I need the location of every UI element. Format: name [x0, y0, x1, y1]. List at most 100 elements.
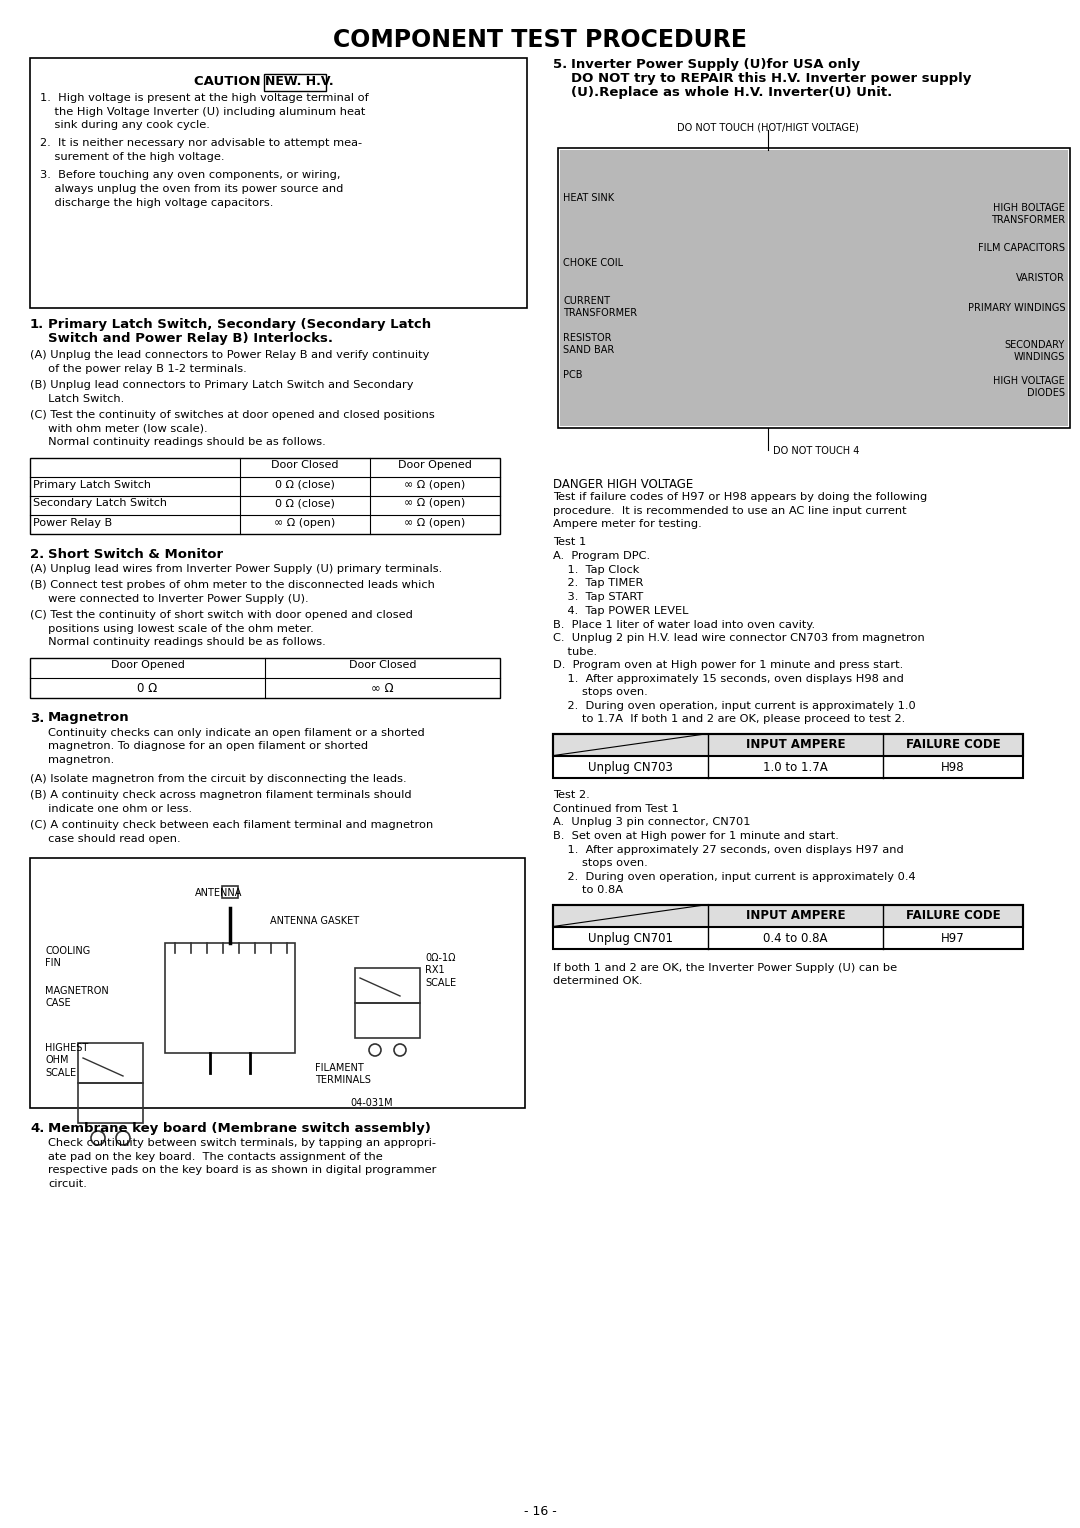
Bar — [78, 1044, 143, 1083]
Text: Magnetron: Magnetron — [48, 712, 130, 724]
Bar — [30, 58, 527, 309]
Text: Door Closed: Door Closed — [271, 460, 339, 471]
Text: Membrane key board (Membrane switch assembly): Membrane key board (Membrane switch asse… — [48, 1122, 431, 1135]
Text: INPUT AMPERE: INPUT AMPERE — [746, 738, 846, 750]
Text: (C) Test the continuity of short switch with door opened and closed
     positio: (C) Test the continuity of short switch … — [30, 610, 413, 648]
Bar — [553, 733, 1023, 778]
Text: C.  Unplug 2 pin H.V. lead wire connector CN703 from magnetron
    tube.: C. Unplug 2 pin H.V. lead wire connector… — [553, 633, 924, 657]
Bar — [30, 859, 525, 1108]
Text: NEW. H.V.: NEW. H.V. — [265, 75, 334, 89]
Text: (C) A continuity check between each filament terminal and magnetron
     case sh: (C) A continuity check between each fila… — [30, 821, 433, 843]
Text: FILAMENT
TERMINALS: FILAMENT TERMINALS — [315, 1063, 370, 1085]
Text: Door Opened: Door Opened — [399, 460, 472, 471]
Text: Continuity checks can only indicate an open filament or a shorted
magnetron. To : Continuity checks can only indicate an o… — [48, 727, 424, 764]
Text: (B) Connect test probes of ohm meter to the disconnected leads which
     were c: (B) Connect test probes of ohm meter to … — [30, 581, 435, 604]
Text: 0 Ω (close): 0 Ω (close) — [275, 498, 335, 509]
Text: Inverter Power Supply (U)for USA only: Inverter Power Supply (U)for USA only — [571, 58, 860, 70]
Text: DO NOT TOUCH (HOT/HIGT VOLTAGE): DO NOT TOUCH (HOT/HIGT VOLTAGE) — [677, 122, 859, 131]
Text: Switch and Power Relay B) Interlocks.: Switch and Power Relay B) Interlocks. — [48, 332, 333, 345]
Text: 1.  Tap Clock: 1. Tap Clock — [553, 565, 639, 575]
Bar — [30, 657, 500, 697]
Text: DANGER HIGH VOLTAGE: DANGER HIGH VOLTAGE — [553, 478, 693, 490]
Text: FAILURE CODE: FAILURE CODE — [906, 738, 1000, 750]
Bar — [355, 969, 420, 1002]
Text: FILM CAPACITORS: FILM CAPACITORS — [978, 243, 1065, 254]
Text: - 16 -: - 16 - — [524, 1505, 556, 1517]
Text: Check continuity between switch terminals, by tapping an appropri-
ate pad on th: Check continuity between switch terminal… — [48, 1138, 436, 1189]
Text: 1.: 1. — [30, 318, 44, 332]
Bar — [165, 943, 295, 1053]
Text: CURRENT
TRANSFORMER: CURRENT TRANSFORMER — [563, 296, 637, 318]
Text: Continued from Test 1: Continued from Test 1 — [553, 804, 678, 813]
Bar — [78, 1083, 143, 1123]
Text: Door Closed: Door Closed — [349, 660, 416, 671]
Text: B.  Place 1 liter of water load into oven cavity.: B. Place 1 liter of water load into oven… — [553, 619, 815, 630]
Text: PCB: PCB — [563, 370, 582, 380]
Bar — [355, 1002, 420, 1038]
Text: (A) Unplug the lead connectors to Power Relay B and verify continuity
     of th: (A) Unplug the lead connectors to Power … — [30, 350, 430, 374]
Bar — [30, 457, 500, 533]
Text: 2.  It is neither necessary nor advisable to attempt mea-
    surement of the hi: 2. It is neither necessary nor advisable… — [40, 139, 362, 162]
Text: (C) Test the continuity of switches at door opened and closed positions
     wit: (C) Test the continuity of switches at d… — [30, 410, 435, 448]
Text: 1.  After approximately 15 seconds, oven displays H98 and
        stops oven.: 1. After approximately 15 seconds, oven … — [553, 674, 904, 697]
Text: COOLING
FIN: COOLING FIN — [45, 946, 91, 969]
Text: DO NOT try to REPAIR this H.V. Inverter power supply: DO NOT try to REPAIR this H.V. Inverter … — [571, 72, 971, 86]
Text: Power Relay B: Power Relay B — [33, 518, 112, 527]
Text: 3.  Tap START: 3. Tap START — [553, 593, 644, 602]
Text: ANTENNA GASKET: ANTENNA GASKET — [270, 915, 360, 926]
Text: 4.  Tap POWER LEVEL: 4. Tap POWER LEVEL — [553, 605, 688, 616]
Text: 1.  High voltage is present at the high voltage terminal of
    the High Voltage: 1. High voltage is present at the high v… — [40, 93, 368, 130]
Text: CHOKE COIL: CHOKE COIL — [563, 258, 623, 267]
Text: 3.: 3. — [30, 712, 44, 724]
Text: COMPONENT TEST PROCEDURE: COMPONENT TEST PROCEDURE — [333, 28, 747, 52]
Text: 2.: 2. — [30, 547, 44, 561]
Text: 0Ω-1Ω
RX1
SCALE: 0Ω-1Ω RX1 SCALE — [426, 953, 456, 987]
Text: Test 1: Test 1 — [553, 536, 586, 547]
Text: MAGNETRON
CASE: MAGNETRON CASE — [45, 986, 109, 1008]
Bar — [553, 905, 1023, 949]
Text: 5.: 5. — [553, 58, 567, 70]
Text: INPUT AMPERE: INPUT AMPERE — [746, 909, 846, 921]
Text: A.  Program DPC.: A. Program DPC. — [553, 552, 650, 561]
Text: 2.  During oven operation, input current is approximately 0.4
        to 0.8A: 2. During oven operation, input current … — [553, 871, 916, 895]
Text: Primary Latch Switch: Primary Latch Switch — [33, 480, 151, 489]
Text: RESISTOR
SAND BAR: RESISTOR SAND BAR — [563, 333, 615, 356]
Bar — [222, 886, 238, 898]
Text: Unplug CN703: Unplug CN703 — [589, 761, 673, 773]
Text: (U).Replace as whole H.V. Inverter(U) Unit.: (U).Replace as whole H.V. Inverter(U) Un… — [571, 86, 892, 99]
Text: Primary Latch Switch, Secondary (Secondary Latch: Primary Latch Switch, Secondary (Seconda… — [48, 318, 431, 332]
Text: 3.  Before touching any oven components, or wiring,
    always unplug the oven f: 3. Before touching any oven components, … — [40, 171, 343, 208]
Text: 1.  After approximately 27 seconds, oven displays H97 and
        stops oven.: 1. After approximately 27 seconds, oven … — [553, 845, 904, 868]
Text: (A) Isolate magnetron from the circuit by disconnecting the leads.: (A) Isolate magnetron from the circuit b… — [30, 773, 407, 784]
Text: HIGH VOLTAGE
DIODES: HIGH VOLTAGE DIODES — [994, 376, 1065, 399]
Bar — [561, 150, 1068, 426]
Text: 2.  Tap TIMER: 2. Tap TIMER — [553, 579, 644, 588]
Bar — [264, 73, 326, 92]
Text: Short Switch & Monitor: Short Switch & Monitor — [48, 547, 224, 561]
Text: B.  Set oven at High power for 1 minute and start.: B. Set oven at High power for 1 minute a… — [553, 831, 839, 840]
Text: 4.: 4. — [30, 1122, 44, 1135]
Text: FAILURE CODE: FAILURE CODE — [906, 909, 1000, 921]
Text: HEAT SINK: HEAT SINK — [563, 193, 615, 203]
Text: Door Opened: Door Opened — [110, 660, 185, 671]
Text: H97: H97 — [941, 932, 964, 944]
Text: ∞ Ω (open): ∞ Ω (open) — [404, 498, 465, 509]
Text: ∞ Ω (open): ∞ Ω (open) — [274, 518, 336, 527]
Text: D.  Program oven at High power for 1 minute and press start.: D. Program oven at High power for 1 minu… — [553, 660, 903, 671]
Text: (B) Unplug lead connectors to Primary Latch Switch and Secondary
     Latch Swit: (B) Unplug lead connectors to Primary La… — [30, 380, 414, 403]
Text: ANTENNA: ANTENNA — [195, 888, 242, 898]
Bar — [553, 733, 1023, 756]
Text: Secondary Latch Switch: Secondary Latch Switch — [33, 498, 167, 509]
Text: VARISTOR: VARISTOR — [1016, 274, 1065, 283]
Text: 2.  During oven operation, input current is approximately 1.0
        to 1.7A  I: 2. During oven operation, input current … — [553, 701, 916, 724]
Bar — [558, 148, 1070, 428]
Text: A.  Unplug 3 pin connector, CN701: A. Unplug 3 pin connector, CN701 — [553, 817, 751, 827]
Text: HIGH BOLTAGE
TRANSFORMER: HIGH BOLTAGE TRANSFORMER — [990, 203, 1065, 226]
Text: (A) Unplug lead wires from Inverter Power Supply (U) primary terminals.: (A) Unplug lead wires from Inverter Powe… — [30, 564, 442, 573]
Text: If both 1 and 2 are OK, the Inverter Power Supply (U) can be
determined OK.: If both 1 and 2 are OK, the Inverter Pow… — [553, 963, 897, 986]
Text: (B) A continuity check across magnetron filament terminals should
     indicate : (B) A continuity check across magnetron … — [30, 790, 411, 813]
Text: Test 2.: Test 2. — [553, 790, 590, 799]
Text: ∞ Ω (open): ∞ Ω (open) — [404, 480, 465, 489]
Text: ∞ Ω: ∞ Ω — [372, 681, 394, 695]
Text: HIGHEST
OHM
SCALE: HIGHEST OHM SCALE — [45, 1044, 89, 1077]
